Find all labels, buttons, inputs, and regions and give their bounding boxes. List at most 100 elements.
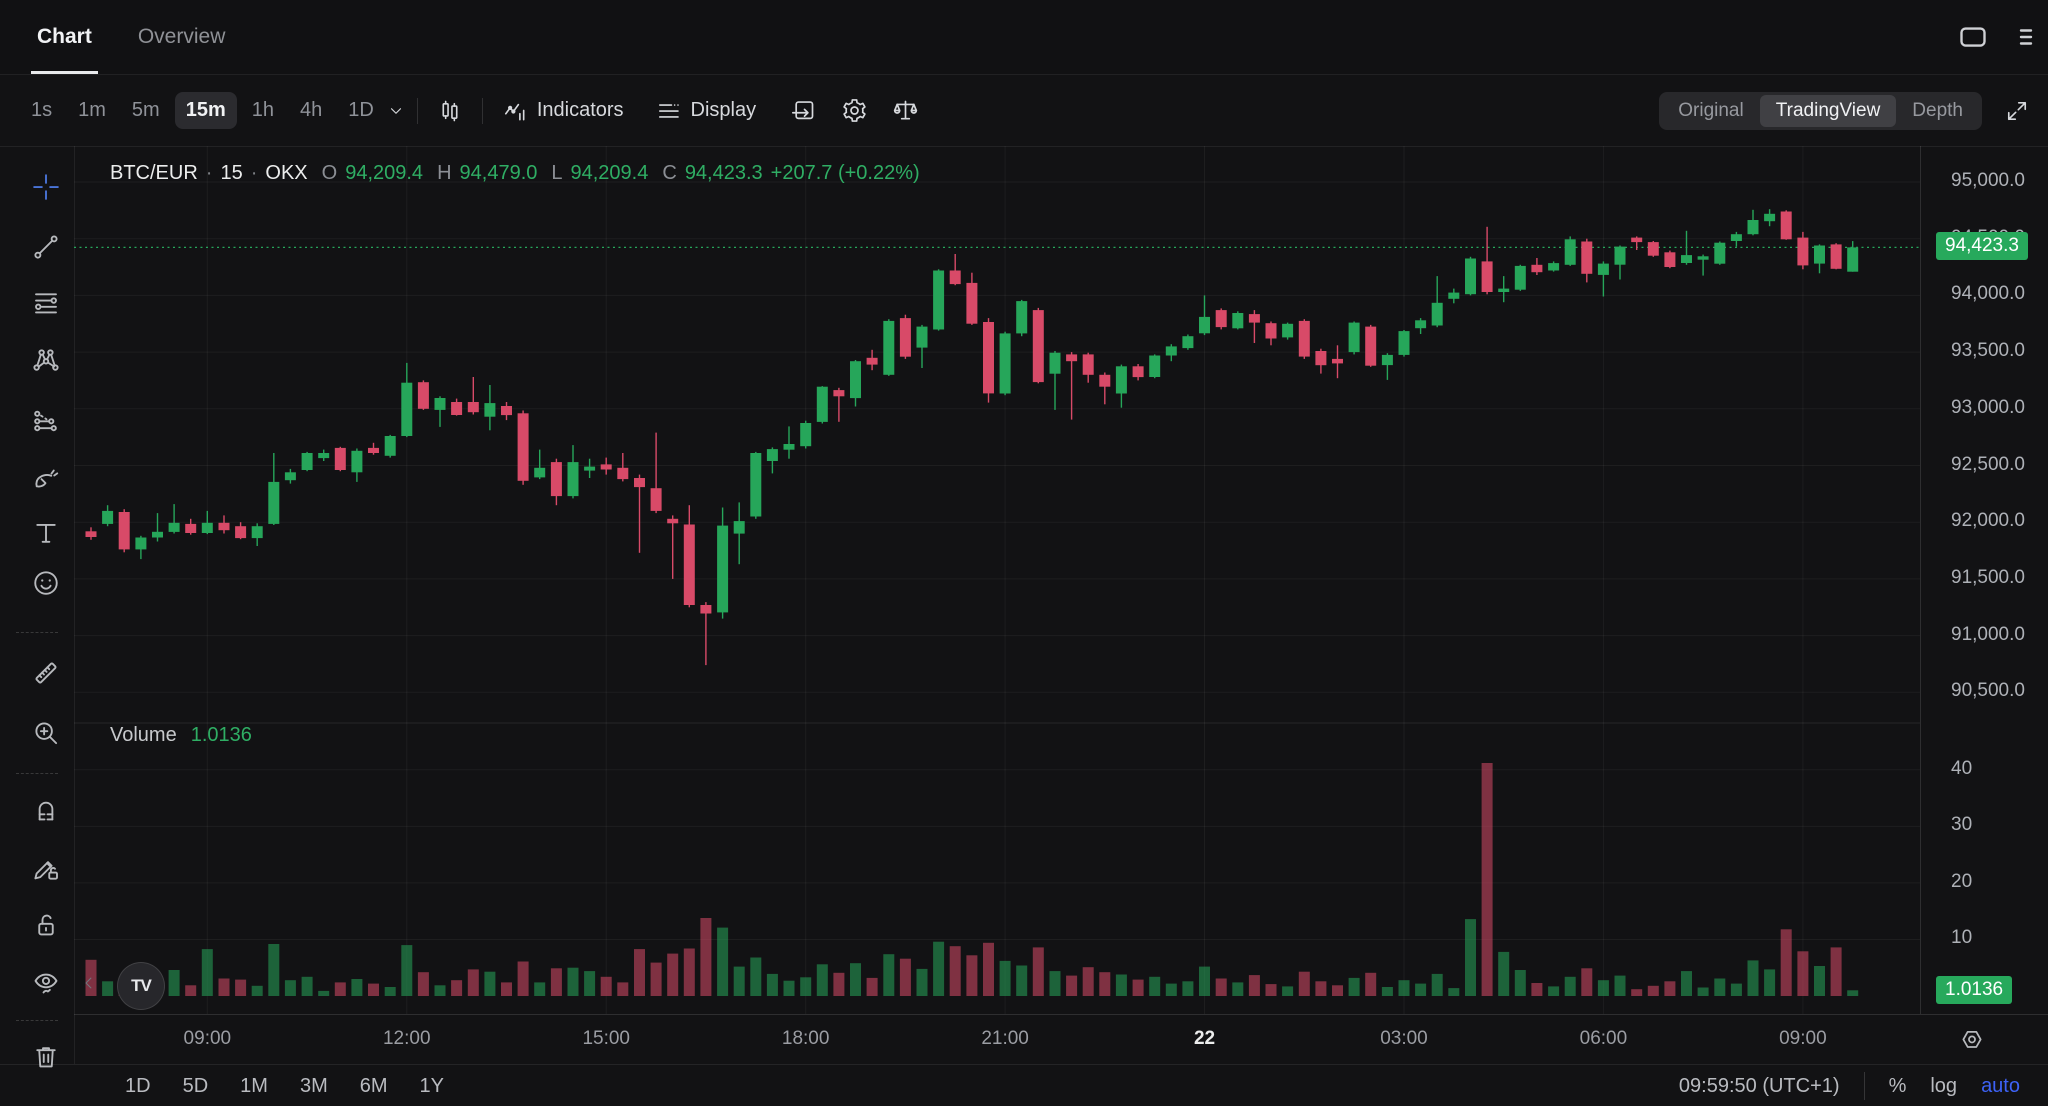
timeframe-4h[interactable]: 4h — [300, 99, 323, 121]
timeframe-1s[interactable]: 1s — [31, 99, 53, 121]
fullscreen-button[interactable] — [2000, 94, 2034, 128]
symbol-name[interactable]: BTC/EUR — [110, 162, 198, 184]
timeframe-1m[interactable]: 1m — [78, 99, 106, 121]
top-tab-chart[interactable]: Chart — [31, 0, 98, 74]
high-label: H — [437, 162, 452, 184]
kebab-menu-icon[interactable] — [2014, 25, 2038, 49]
time-axis[interactable]: 09:00 12:00 15:00 18:00 21:00 22 03:00 06:00 09:… — [74, 1014, 2048, 1065]
divider — [1863, 1072, 1865, 1100]
crosshair-icon — [31, 172, 61, 202]
display-button[interactable]: Display — [647, 92, 766, 130]
horizontal-lines-tool[interactable] — [31, 288, 61, 318]
axis-settings-icon[interactable] — [1958, 1026, 1986, 1054]
clock[interactable]: 09:59:50 (UTC+1) — [1678, 1074, 1840, 1097]
open-value: 94,209.4 — [345, 162, 424, 184]
bottombar-right: 09:59:50 (UTC+1) % log auto — [1679, 1072, 2048, 1100]
ruler-tool[interactable] — [31, 658, 61, 688]
high-value: 94,479.0 — [459, 162, 538, 184]
tradingview-watermark[interactable]: TV — [117, 962, 165, 1010]
emoji-tool[interactable] — [31, 568, 61, 598]
change-value: +207.7 (+0.22%) — [770, 162, 920, 184]
remove-drawings-icon — [31, 1042, 61, 1072]
auto-scale-toggle[interactable]: auto — [1981, 1074, 2020, 1097]
text-icon — [31, 518, 61, 548]
magnet-tool[interactable] — [31, 795, 61, 825]
candlesticks-icon — [437, 98, 463, 124]
symbol-exchange: OKX — [265, 162, 308, 184]
range-3M[interactable]: 3M — [299, 1074, 328, 1097]
volume-label[interactable]: Volume — [110, 724, 177, 746]
lock-all-tool[interactable] — [31, 910, 61, 940]
chart-style-button[interactable] — [428, 92, 472, 130]
trend-line-tool[interactable] — [31, 232, 61, 262]
price-tick: 94,000.0 — [1951, 283, 2025, 305]
top-tab-overview[interactable]: Overview — [137, 25, 226, 48]
view-mode-original[interactable]: Original — [1678, 99, 1744, 121]
drawing-lock-tool[interactable] — [31, 853, 61, 883]
last-price-tag: 94,423.3 — [1936, 232, 2028, 261]
price-tick: 92,000.0 — [1951, 510, 2025, 532]
display-icon — [656, 98, 682, 124]
time-tick: 12:00 — [382, 1028, 431, 1049]
pane-collapse-arrow[interactable] — [80, 974, 98, 992]
drawing-lock-icon — [31, 853, 61, 883]
scales-button[interactable] — [883, 91, 928, 130]
timeframe-1D[interactable]: 1D — [348, 99, 374, 121]
calendar-arrow-button[interactable] — [781, 91, 826, 130]
window-icon[interactable] — [1958, 22, 1988, 52]
low-value: 94,209.4 — [570, 162, 649, 184]
range-1Y[interactable]: 1Y — [419, 1074, 445, 1097]
price-tick: 92,500.0 — [1951, 453, 2025, 475]
bottom-bar: 1D 5D 1M 3M 6M 1Y 09:59:50 (UTC+1) % log auto — [0, 1064, 2048, 1106]
chart-area[interactable]: BTC/EUR · 15 · OKX O 94,209.4 H 94,479.0… — [74, 146, 1920, 1014]
volume-legend: Volume 1.0136 — [110, 724, 252, 747]
volume-tick: 20 — [1951, 870, 1973, 892]
price-tick: 91,500.0 — [1951, 566, 2025, 588]
range-6M[interactable]: 6M — [359, 1074, 388, 1097]
topbar-right — [1958, 0, 2048, 74]
volume-tick: 40 — [1951, 757, 1973, 779]
expand-icon — [2004, 98, 2030, 124]
indicators-button[interactable]: Indicators — [493, 92, 633, 130]
scales-icon — [892, 97, 919, 124]
close-label: C — [662, 162, 677, 184]
price-tick: 95,000.0 — [1951, 170, 2025, 191]
percent-scale-toggle[interactable]: % — [1888, 1074, 1907, 1097]
xabcd-pattern-tool[interactable] — [31, 345, 61, 375]
price-tick: 93,500.0 — [1951, 340, 2025, 362]
remove-drawings-tool[interactable] — [31, 1042, 61, 1072]
price-axis[interactable]: 95,000.094,500.094,000.093,500.093,000.0… — [1920, 146, 2048, 1014]
time-tick: 22 — [1193, 1028, 1216, 1049]
toolbar-right: Original TradingView Depth — [1659, 75, 2048, 146]
calendar-arrow-icon — [790, 97, 817, 124]
timeframe-1h[interactable]: 1h — [251, 99, 274, 121]
view-mode-tradingview[interactable]: TradingView — [1759, 94, 1897, 127]
timeframe-5m[interactable]: 5m — [131, 99, 160, 121]
top-bar: Chart Overview — [0, 0, 2048, 75]
log-scale-toggle[interactable]: log — [1930, 1074, 1958, 1097]
timeframe-15m[interactable]: 15m — [174, 92, 237, 129]
indicators-icon — [502, 98, 528, 124]
range-5D[interactable]: 5D — [182, 1074, 209, 1097]
timeframe-dropdown-button[interactable] — [385, 98, 407, 124]
brush-tool[interactable] — [31, 462, 61, 492]
time-tick: 03:00 — [1380, 1028, 1428, 1049]
divider — [16, 1020, 58, 1021]
chevron-left-icon — [80, 974, 98, 992]
text-tool[interactable] — [31, 518, 61, 548]
divider — [481, 97, 483, 124]
settings-button[interactable] — [832, 91, 877, 130]
hide-drawings-tool[interactable] — [31, 968, 61, 998]
projection-tool[interactable] — [31, 405, 61, 435]
price-tick: 91,000.0 — [1951, 623, 2025, 645]
gear-icon — [841, 97, 868, 124]
zoom-in-tool[interactable] — [31, 718, 61, 748]
magnet-icon — [31, 795, 61, 825]
view-mode-depth[interactable]: Depth — [1912, 99, 1963, 121]
zoom-in-icon — [31, 718, 61, 748]
price-tick: 90,500.0 — [1951, 680, 2025, 702]
volume-value: 1.0136 — [190, 724, 252, 746]
range-1M[interactable]: 1M — [240, 1074, 268, 1097]
range-1D[interactable]: 1D — [125, 1074, 151, 1097]
crosshair-tool[interactable] — [31, 172, 61, 202]
